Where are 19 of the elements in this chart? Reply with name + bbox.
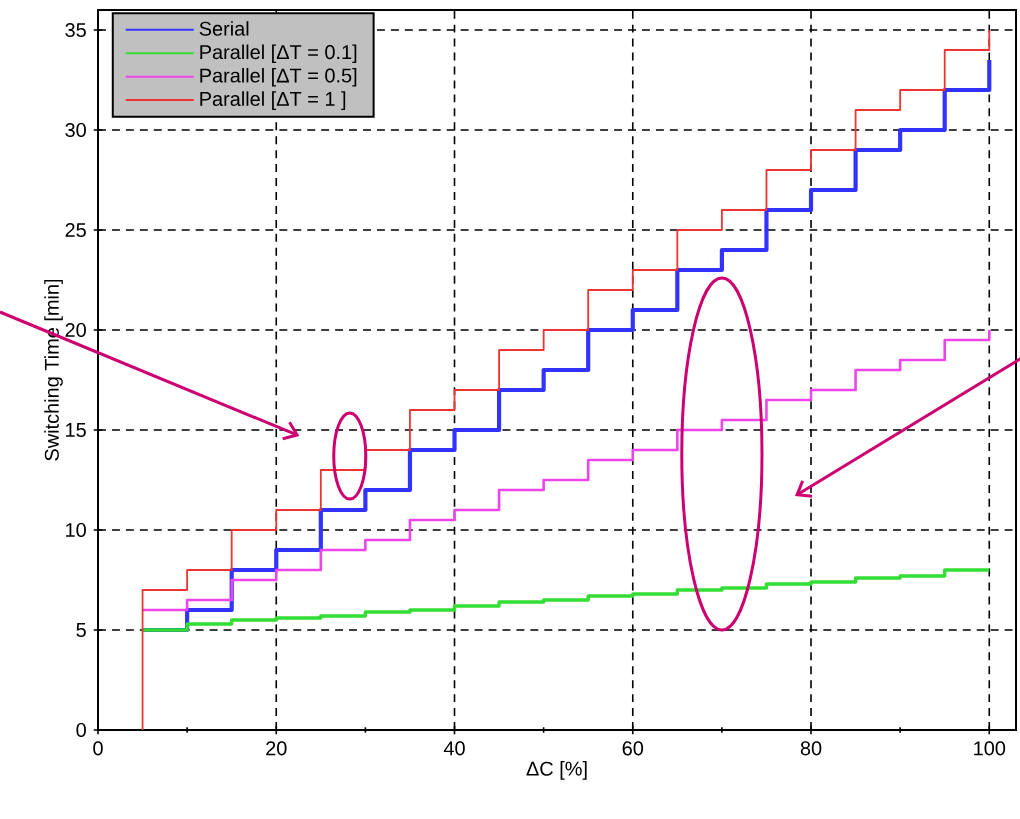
x-tick-label: 80 (800, 741, 822, 756)
y-tick-label: 5 (76, 623, 86, 637)
y-tick-label: 15 (66, 423, 86, 437)
x-tick-label: 0 (93, 741, 103, 756)
y-tick-label: 35 (65, 22, 86, 38)
x-tick-label: 20 (266, 741, 287, 756)
x-tick-label: 40 (443, 741, 465, 756)
legend-label: Parallel [ΔT = 1 ] (200, 91, 346, 110)
x-axis-title: ΔC [%] (526, 761, 587, 780)
y-tick-label: 30 (65, 122, 86, 138)
y-tick-label: 20 (65, 322, 86, 338)
y-tick-label: 10 (66, 522, 86, 538)
y-tick-label: 25 (65, 222, 86, 238)
x-tick-label: 60 (622, 741, 644, 756)
y-tick-label: 0 (76, 722, 86, 738)
legend-label: Serial (199, 21, 249, 36)
x-tick-label: 100 (974, 741, 1006, 756)
legend-label: Parallel [ΔT = 0.1] (200, 44, 357, 64)
legend-label: Parallel [ΔT = 0.5] (200, 67, 357, 87)
